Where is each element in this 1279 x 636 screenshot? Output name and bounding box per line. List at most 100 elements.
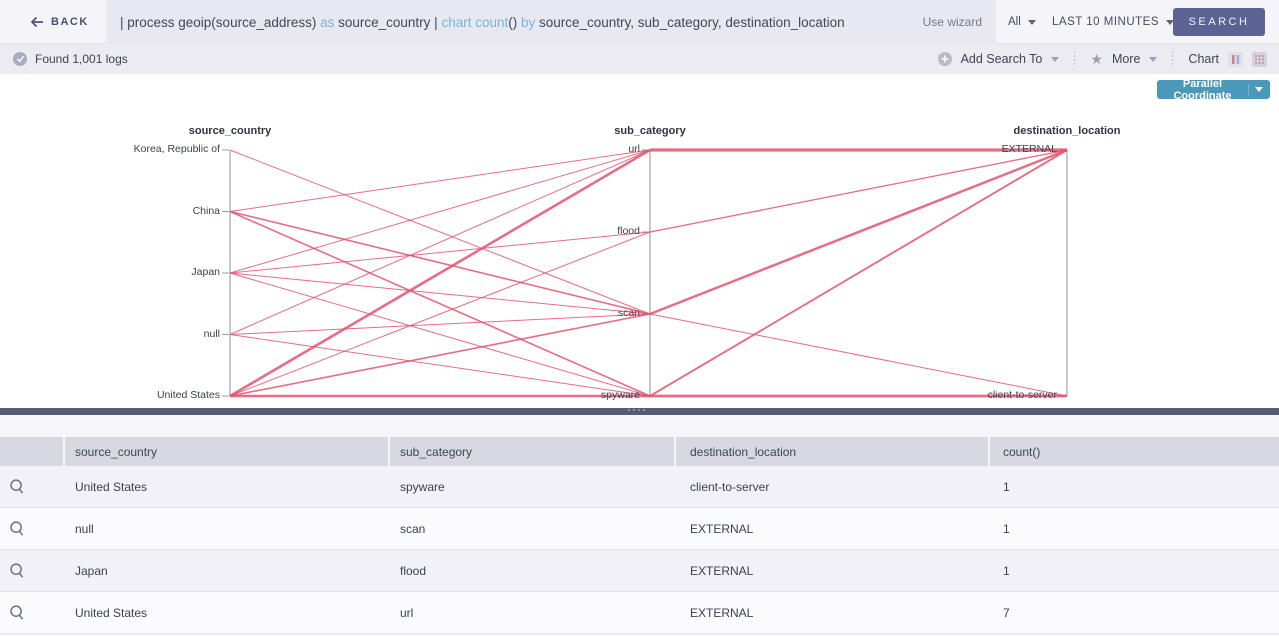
magnifier-icon[interactable] <box>8 604 26 622</box>
back-label: BACK <box>51 16 89 28</box>
magnifier-icon[interactable] <box>8 562 26 580</box>
query-token: chart count <box>441 14 509 30</box>
chart-line <box>649 148 1068 316</box>
table-row[interactable]: null scan EXTERNAL 1 <box>0 508 1279 550</box>
cell-count: 1 <box>1003 521 1010 536</box>
chart-line <box>229 272 651 315</box>
time-range-dropdown[interactable]: LAST 10 MINUTES <box>1052 0 1174 44</box>
chart-type-value: Parallel Coordinate <box>1173 77 1232 102</box>
table-header-source-country[interactable]: source_country <box>65 437 390 466</box>
scope-dropdown[interactable]: All <box>1008 0 1036 44</box>
search-bar: BACK | process geoip(source_address) as … <box>0 0 1279 44</box>
query-token: as <box>320 14 335 30</box>
cell-destination-location: client-to-server <box>690 479 770 494</box>
cell-source-country: United States <box>75 479 148 494</box>
table-header-count[interactable]: count() <box>990 437 1279 466</box>
axis-title: sub_category <box>614 125 686 137</box>
add-search-to-button[interactable]: Add Search To <box>960 52 1043 66</box>
tick-label: Japan <box>191 266 220 278</box>
cell-destination-location: EXTERNAL <box>690 605 754 620</box>
table-header-row: source_country sub_category destination_… <box>0 437 1279 466</box>
cell-sub-category: spyware <box>400 479 445 494</box>
tick-label: Korea, Republic of <box>133 143 220 155</box>
query-token: () <box>508 14 521 30</box>
chart-view-toggle-icon[interactable] <box>1228 51 1243 67</box>
cell-destination-location: EXTERNAL <box>690 521 754 536</box>
query-token: by <box>520 14 536 30</box>
query-text: | process geoip(source_address) as sourc… <box>120 15 913 30</box>
query-input[interactable]: | process geoip(source_address) as sourc… <box>106 0 996 44</box>
chart-line <box>229 313 651 397</box>
chart-line <box>229 231 651 274</box>
chart-line <box>229 149 651 335</box>
table-row[interactable]: Japan flood EXTERNAL 1 <box>0 550 1279 592</box>
chart-line <box>229 231 651 397</box>
pane-divider[interactable] <box>0 408 1279 415</box>
plus-circle-icon <box>937 52 952 66</box>
use-wizard-link[interactable]: Use wizard <box>922 15 982 29</box>
chart-type-selector[interactable]: Parallel Coordinate <box>1157 77 1270 102</box>
cell-sub-category: flood <box>400 563 427 578</box>
table-header-icon-col <box>0 437 65 466</box>
table-header-sub-category[interactable]: sub_category <box>390 437 676 466</box>
cell-source-country: United States <box>75 605 148 620</box>
cell-count: 1 <box>1003 563 1010 578</box>
tick-label: China <box>192 204 220 217</box>
parallel-coordinates-chart: Parallel Coordinate source_country Korea,… <box>0 74 1279 408</box>
chevron-down-icon <box>1255 87 1263 92</box>
query-token: | process geoip(source_address) <box>120 14 321 30</box>
query-token: source_country, sub_category, destinatio… <box>535 14 845 30</box>
cell-count: 1 <box>1003 479 1010 494</box>
found-logs-text: Found 1,001 logs <box>35 52 128 66</box>
chevron-down-icon[interactable] <box>1051 56 1060 62</box>
chart-line <box>229 313 651 335</box>
chart-line <box>649 149 1068 233</box>
found-logs-status: Found 1,001 logs <box>13 52 128 66</box>
chart-line <box>229 210 651 397</box>
back-button[interactable]: BACK <box>30 12 89 32</box>
tick-label: spyware <box>600 389 640 401</box>
tick-label: EXTERNAL <box>1001 143 1057 155</box>
chevron-down-icon[interactable] <box>1149 56 1158 62</box>
chart-line <box>229 210 651 315</box>
chart-line <box>649 313 1068 397</box>
chart-line <box>649 149 1068 397</box>
chart-line <box>229 272 651 397</box>
divider <box>1172 51 1174 67</box>
chevron-down-icon <box>1166 19 1174 25</box>
cell-sub-category: scan <box>400 521 426 536</box>
magnifier-icon[interactable] <box>8 478 26 496</box>
chart-line <box>229 149 651 212</box>
results-table: source_country sub_category destination_… <box>0 415 1279 636</box>
axis-title: source_country <box>188 125 272 137</box>
tick-label: United States <box>156 389 220 401</box>
chart-canvas <box>222 148 1068 398</box>
chart-line <box>229 149 651 315</box>
tick-label: url <box>628 143 640 155</box>
axis-title: destination_location <box>1013 125 1121 137</box>
tick-label: client-to-server <box>987 389 1057 401</box>
tick-label: flood <box>617 225 640 237</box>
grid-view-toggle-icon[interactable] <box>1252 51 1267 67</box>
magnifier-icon[interactable] <box>8 520 26 538</box>
cell-destination-location: EXTERNAL <box>690 563 754 578</box>
chart-label: Chart <box>1188 52 1219 66</box>
table-row[interactable]: United States url EXTERNAL 7 <box>0 592 1279 634</box>
table-row[interactable]: United States spyware client-to-server 1 <box>0 466 1279 508</box>
chart-line <box>229 334 651 397</box>
chart-line <box>229 148 651 398</box>
star-icon: ★ <box>1090 51 1103 67</box>
table-header-destination-location[interactable]: destination_location <box>676 437 990 466</box>
time-range-value: LAST 10 MINUTES <box>1052 16 1159 28</box>
chevron-down-icon <box>1027 19 1036 25</box>
table-body: United States spyware client-to-server 1… <box>0 466 1279 634</box>
search-button[interactable]: SEARCH <box>1173 8 1265 36</box>
cell-sub-category: url <box>400 605 414 620</box>
chart-line <box>229 149 651 274</box>
tick-label: scan <box>617 307 640 319</box>
query-token: source_country | <box>334 14 442 30</box>
more-button[interactable]: More <box>1111 52 1141 66</box>
toolbar-actions: Add Search To ★ More Chart <box>937 51 1267 67</box>
divider-grip-dots <box>628 409 652 411</box>
